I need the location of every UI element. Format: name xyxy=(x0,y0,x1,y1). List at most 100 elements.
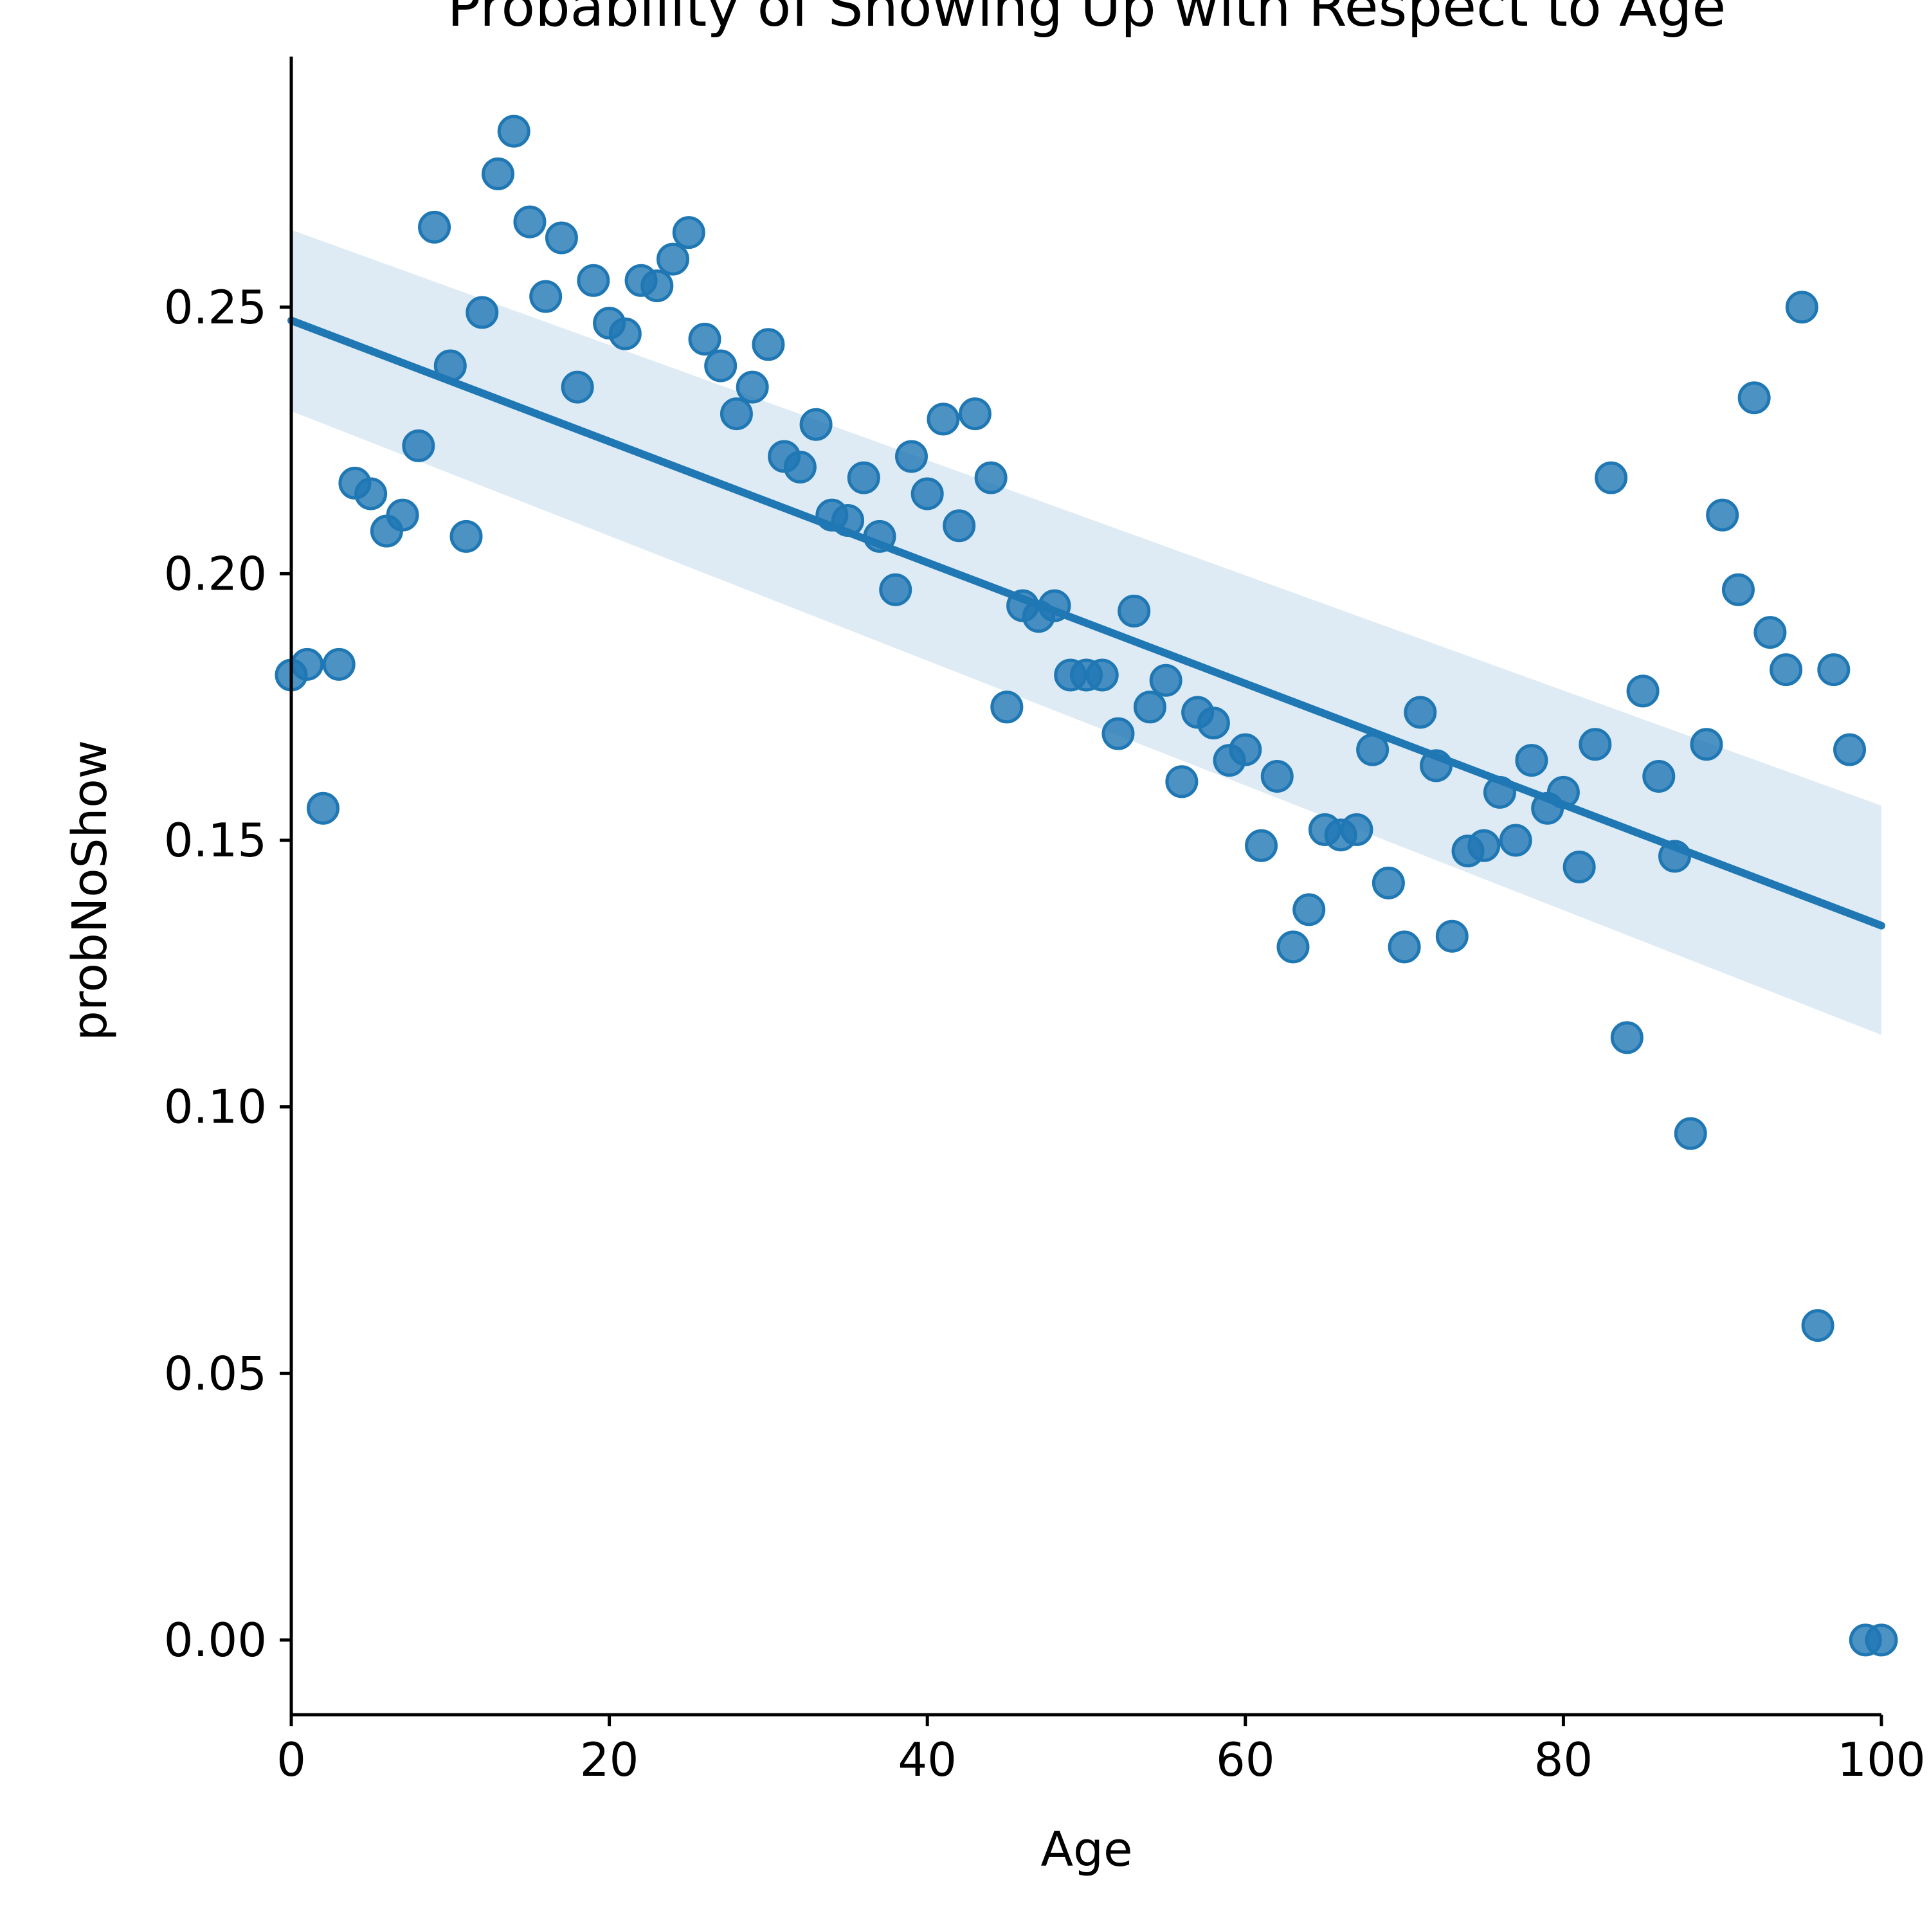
data-point xyxy=(1595,461,1628,494)
data-point xyxy=(1372,866,1405,899)
data-point xyxy=(561,370,594,404)
data-point xyxy=(736,370,769,404)
data-point xyxy=(1610,1021,1644,1054)
data-point xyxy=(1101,717,1135,750)
data-point xyxy=(1229,733,1262,766)
data-point xyxy=(1356,733,1390,766)
data-point xyxy=(958,397,992,431)
x-axis-title: Age xyxy=(1040,1822,1132,1877)
data-point xyxy=(608,317,642,350)
data-point xyxy=(927,402,960,436)
data-point xyxy=(1420,749,1453,782)
data-point xyxy=(354,477,388,510)
data-point xyxy=(910,477,944,510)
x-tick-label: 100 xyxy=(1837,1733,1925,1787)
data-point xyxy=(783,451,817,484)
data-point xyxy=(847,461,880,494)
data-point xyxy=(402,429,435,462)
data-point xyxy=(322,647,356,681)
regression-line-layer xyxy=(287,316,1885,930)
data-point xyxy=(1753,616,1787,649)
data-point xyxy=(1706,498,1739,532)
data-point xyxy=(1467,829,1501,862)
data-point xyxy=(1085,658,1119,692)
data-points-layer xyxy=(275,114,1898,1657)
data-point xyxy=(752,328,785,361)
data-point xyxy=(1674,1117,1707,1150)
data-point xyxy=(1801,1309,1834,1342)
data-point xyxy=(1690,728,1723,761)
data-point xyxy=(894,440,928,473)
chart-title: Probability of Showing Up with Respect t… xyxy=(448,0,1726,39)
y-tick-label: 0.15 xyxy=(164,813,267,867)
data-point xyxy=(672,216,705,249)
data-point xyxy=(1276,930,1310,964)
data-point xyxy=(1483,775,1516,809)
data-point xyxy=(1785,291,1818,324)
data-point xyxy=(1165,765,1199,799)
x-tick-label: 80 xyxy=(1534,1733,1593,1787)
data-point xyxy=(1642,760,1676,793)
x-tick-label: 40 xyxy=(898,1733,957,1787)
confidence-band xyxy=(291,230,1881,1035)
data-point xyxy=(1562,850,1596,883)
data-point xyxy=(720,397,753,431)
data-point xyxy=(990,691,1024,724)
data-point xyxy=(799,408,833,441)
y-tick-label: 0.25 xyxy=(164,280,267,334)
y-ticks-layer: 0.00 0.05 0.10 0.15 0.20 0.25 xyxy=(164,280,291,1667)
x-tick-label: 60 xyxy=(1216,1733,1275,1787)
data-point xyxy=(1388,930,1421,964)
data-point xyxy=(1197,707,1230,740)
data-point xyxy=(1435,919,1469,953)
data-point xyxy=(1833,733,1867,766)
data-point xyxy=(386,498,419,532)
x-tick-label: 0 xyxy=(276,1733,306,1787)
y-tick-label: 0.00 xyxy=(164,1613,267,1667)
data-point xyxy=(1579,728,1612,761)
y-axis-title: probNoShow xyxy=(62,740,118,1041)
data-point xyxy=(704,349,738,383)
data-point xyxy=(1626,674,1660,708)
data-point xyxy=(831,503,865,537)
data-point xyxy=(418,210,451,244)
data-point xyxy=(1245,829,1278,862)
data-point xyxy=(657,242,690,276)
data-point xyxy=(291,647,324,681)
regression-line xyxy=(287,316,1885,930)
confidence-band-layer xyxy=(291,230,1881,1035)
data-point xyxy=(1149,664,1182,697)
data-point xyxy=(306,791,340,825)
y-tick-label: 0.20 xyxy=(164,546,267,600)
data-point xyxy=(466,296,499,329)
data-point xyxy=(879,573,912,606)
data-point xyxy=(513,205,547,239)
data-point xyxy=(943,509,976,543)
data-point xyxy=(974,461,1008,494)
data-point xyxy=(1865,1623,1898,1657)
y-tick-label: 0.10 xyxy=(164,1080,267,1134)
x-ticks-layer: 0 20 40 60 80 100 xyxy=(276,1715,1926,1787)
data-point xyxy=(688,323,721,356)
data-point xyxy=(1260,760,1294,793)
data-point xyxy=(1133,691,1166,724)
axes-layer xyxy=(289,57,1881,1717)
data-point xyxy=(449,519,483,553)
data-point xyxy=(433,349,467,383)
data-point xyxy=(1340,813,1373,846)
data-point xyxy=(1770,653,1803,687)
data-point xyxy=(529,280,563,313)
data-point xyxy=(1292,893,1326,926)
data-point xyxy=(1546,775,1580,809)
data-point xyxy=(1817,653,1851,687)
data-point xyxy=(1118,594,1151,627)
data-point xyxy=(1038,589,1071,622)
data-point xyxy=(1499,824,1532,857)
data-point xyxy=(1404,696,1437,729)
y-tick-label: 0.05 xyxy=(164,1346,267,1400)
data-point xyxy=(481,157,514,190)
data-point xyxy=(1515,744,1548,777)
data-point xyxy=(497,114,530,148)
